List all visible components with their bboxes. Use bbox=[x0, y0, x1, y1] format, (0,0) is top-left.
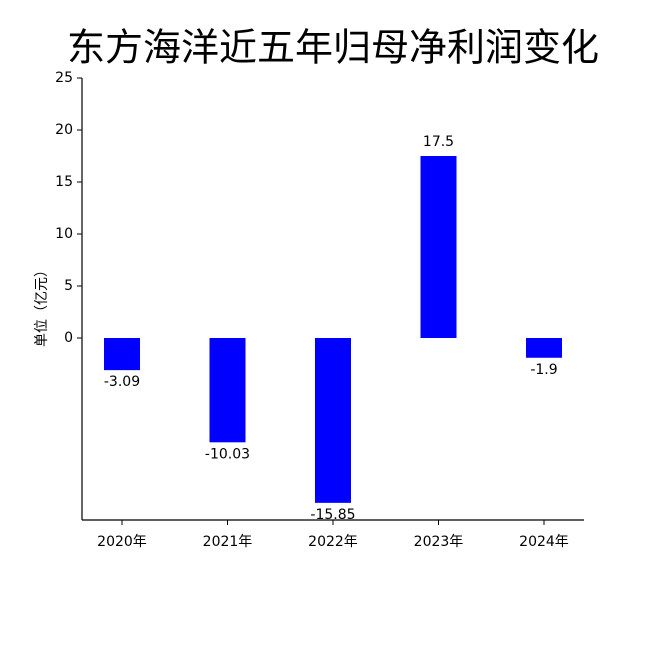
y-tick-label: 0 bbox=[64, 330, 73, 346]
y-tick-label: 20 bbox=[55, 122, 73, 138]
bar bbox=[315, 338, 351, 503]
data-label: -1.9 bbox=[530, 362, 557, 378]
data-label: -3.09 bbox=[104, 374, 140, 390]
x-tick-label: 2020年 bbox=[97, 534, 147, 550]
x-tick-label: 2022年 bbox=[308, 534, 358, 550]
bar bbox=[209, 338, 246, 443]
y-axis-label: 单位（亿元） bbox=[34, 263, 50, 347]
y-tick-label: 5 bbox=[64, 278, 73, 294]
data-label: -10.03 bbox=[205, 446, 250, 462]
data-label: -15.85 bbox=[310, 507, 355, 523]
bar bbox=[420, 156, 457, 338]
y-tick-label: 15 bbox=[55, 174, 73, 190]
data-label: 17.5 bbox=[423, 134, 454, 150]
y-tick-label: 25 bbox=[55, 70, 73, 86]
bar bbox=[104, 338, 140, 371]
x-tick-label: 2024年 bbox=[519, 534, 569, 550]
chart-title: 东方海洋近五年归母净利润变化 bbox=[67, 26, 599, 70]
x-tick-label: 2023年 bbox=[414, 534, 464, 550]
x-tick-label: 2021年 bbox=[203, 534, 253, 550]
y-tick-label: 10 bbox=[55, 226, 73, 242]
bar bbox=[526, 338, 562, 358]
